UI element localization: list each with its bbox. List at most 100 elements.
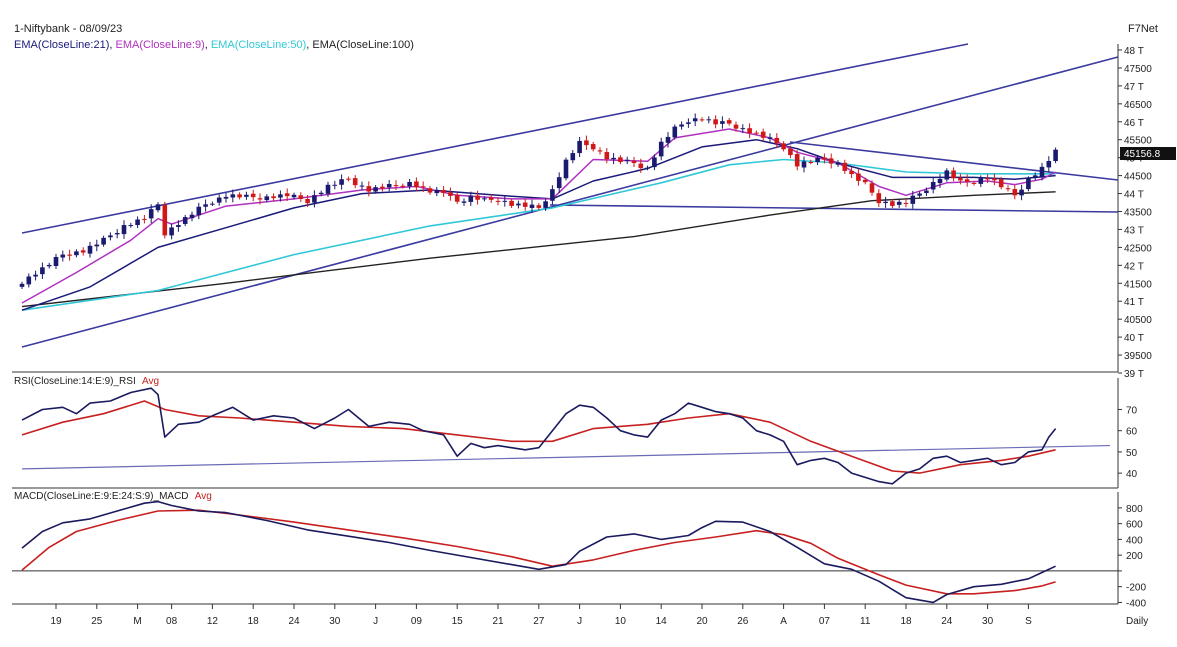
candle-body <box>903 202 909 204</box>
macd-lines <box>12 500 1118 604</box>
candle-body <box>210 203 215 205</box>
time-tick-label: 15 <box>452 616 464 627</box>
trend-lines <box>21 43 1119 348</box>
candle-body <box>801 161 807 168</box>
candle-body <box>808 162 814 164</box>
candle-body <box>699 119 705 121</box>
candle-body <box>529 204 535 208</box>
ema21-legend: EMA(CloseLine:21) <box>14 39 109 51</box>
candle-body <box>998 179 1004 188</box>
candle-body <box>87 245 93 254</box>
candle-body <box>1019 189 1024 196</box>
time-tick-label: A <box>780 616 787 627</box>
price-tick-label: 40 T <box>1124 333 1144 344</box>
candle-body <box>645 167 650 169</box>
macd-pane: MACD(CloseLine:E:9:E:24:S:9)_MACD Avg 80… <box>12 491 1146 609</box>
price-tick-label: 47500 <box>1124 64 1152 75</box>
candle-body <box>788 148 793 156</box>
candle-body <box>618 157 623 163</box>
rsi-lines <box>21 387 1111 485</box>
candle-body <box>332 184 338 186</box>
candle-body <box>760 131 766 138</box>
price-tick-label: 41500 <box>1124 279 1152 290</box>
price-tick-label: 42500 <box>1124 243 1152 254</box>
candle-body <box>488 197 494 200</box>
rsi-trendline <box>21 444 1111 470</box>
brand-label: F7Net <box>1128 23 1158 35</box>
price-tick-label: 47 T <box>1124 82 1144 93</box>
candle-body <box>781 143 786 150</box>
price-tick-label: 45500 <box>1124 136 1152 147</box>
time-tick-label: 09 <box>411 616 423 627</box>
candle-body <box>182 217 188 224</box>
candle-body <box>257 198 263 200</box>
candle-body <box>135 219 140 226</box>
candle-body <box>543 201 548 208</box>
candle-body <box>604 152 610 160</box>
candle-body <box>441 189 446 193</box>
ema21-line <box>21 138 1056 311</box>
time-tick-label: 25 <box>91 616 103 627</box>
candle-body <box>325 184 331 194</box>
candle-body <box>434 189 440 194</box>
candle-body <box>937 178 943 184</box>
candle-body <box>740 128 746 130</box>
candle-body <box>196 206 202 216</box>
candle-body <box>176 225 181 227</box>
time-tick-label: 08 <box>166 616 178 627</box>
rsi-title: RSI(CloseLine:14:E:9)_RSI Avg <box>14 376 159 387</box>
candle-body <box>216 197 222 203</box>
time-tick-label: M <box>133 616 141 627</box>
candle-body <box>74 251 79 256</box>
rsi-tick-label: 40 <box>1126 469 1138 480</box>
candle-body <box>1053 149 1058 162</box>
time-tick-label: 24 <box>941 616 953 627</box>
candle-body <box>278 194 283 198</box>
candle-body <box>835 162 841 165</box>
descending-trendline <box>789 141 1119 181</box>
candle-body <box>359 185 365 187</box>
rsi-avg-legend: Avg <box>142 376 159 387</box>
candle-body <box>148 209 154 219</box>
time-tick-label: 27 <box>533 616 545 627</box>
candle-body <box>992 178 997 181</box>
candle-body <box>890 201 895 206</box>
price-tick-label: 42 T <box>1124 261 1144 272</box>
candle-body <box>556 177 562 189</box>
time-tick-label: 26 <box>737 616 749 627</box>
candle-body <box>162 204 168 236</box>
candle-body <box>611 157 616 160</box>
macd-tick-label: 800 <box>1126 504 1143 515</box>
last-price-tag <box>1120 147 1176 160</box>
candle-body <box>726 120 732 124</box>
candle-body <box>563 159 569 179</box>
candle-body <box>1012 189 1018 196</box>
candle-body <box>706 119 712 121</box>
candle-body <box>1026 178 1031 190</box>
ema50-legend: EMA(CloseLine:50) <box>211 39 306 51</box>
rsi-title-text: RSI(CloseLine:14:E:9)_RSI <box>14 376 136 387</box>
candle-body <box>380 186 385 189</box>
candle-body <box>652 157 657 168</box>
candle-body <box>910 195 916 204</box>
candle-body <box>672 126 678 138</box>
price-tick-label: 41 T <box>1124 297 1144 308</box>
rsi-tick-label: 50 <box>1126 448 1138 459</box>
ema100-legend: EMA(CloseLine:100) <box>312 39 414 51</box>
candle-body <box>366 186 372 192</box>
candle-body <box>951 170 956 179</box>
candle-body <box>842 162 848 171</box>
macd-avg-line <box>21 509 1056 595</box>
candle-body <box>400 185 406 187</box>
time-tick-label: 07 <box>819 616 831 627</box>
macd-avg-legend: Avg <box>195 491 212 502</box>
time-tick-label: 30 <box>329 616 341 627</box>
time-tick-label: S <box>1025 616 1032 627</box>
time-tick-label: 19 <box>50 616 62 627</box>
candle-body <box>767 137 773 139</box>
candle-body <box>638 163 644 169</box>
time-tick-label: 24 <box>288 616 300 627</box>
candle-body <box>978 178 984 184</box>
candle-body <box>121 225 127 235</box>
